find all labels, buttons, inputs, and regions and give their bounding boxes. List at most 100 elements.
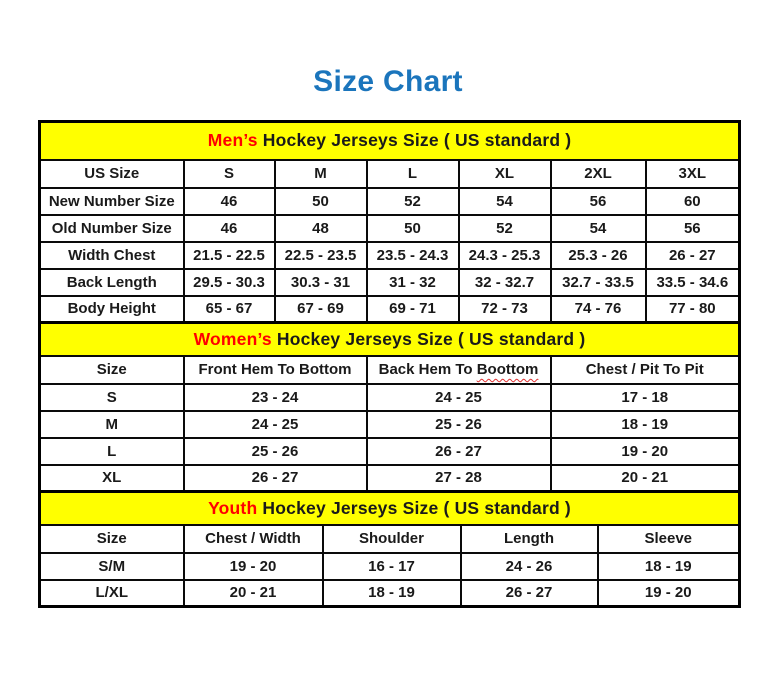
size-value-cell: 31 - 32: [365, 267, 460, 297]
size-value-cell: 21.5 - 22.5: [182, 240, 276, 270]
size-value-cell: 74 - 76: [549, 294, 647, 324]
mens-column-header-row: US Size S M L XL 2XL 3XL: [38, 158, 741, 189]
size-value-cell: 65 - 67: [182, 294, 276, 324]
size-value-cell: 52: [457, 213, 552, 243]
youth-section-header: Youth Hockey Jerseys Size ( US standard …: [38, 490, 741, 526]
size-value-cell: 77 - 80: [644, 294, 741, 324]
table-row: S 23 - 24 24 - 25 17 - 18: [38, 382, 741, 412]
size-value-cell: 67 - 69: [273, 294, 368, 324]
size-value-cell: 19 - 20: [182, 551, 324, 581]
size-value-cell: 60: [644, 186, 741, 216]
table-row: XL 26 - 27 27 - 28 20 - 21: [38, 463, 741, 493]
row-label: Back Length: [38, 267, 185, 297]
row-label: S/M: [38, 551, 185, 581]
size-value-cell: 46: [182, 186, 276, 216]
size-value-cell: 24 - 25: [182, 409, 368, 439]
size-value-cell: 26 - 27: [182, 463, 368, 493]
youth-size-table: Youth Hockey Jerseys Size ( US standard …: [38, 490, 742, 608]
column-header: Chest / Width: [182, 523, 324, 554]
size-value-cell: 24 - 26: [459, 551, 599, 581]
column-header: Size: [38, 354, 185, 385]
size-tables-container: Men’s Hockey Jerseys Size ( US standard …: [38, 120, 742, 608]
table-row: Width Chest 21.5 - 22.5 22.5 - 23.5 23.5…: [38, 240, 741, 270]
row-label: XL: [38, 463, 185, 493]
column-header: Shoulder: [321, 523, 462, 554]
size-value-cell: 24.3 - 25.3: [457, 240, 552, 270]
table-row: Back Length 29.5 - 30.3 30.3 - 31 31 - 3…: [38, 267, 741, 297]
size-value-cell: 16 - 17: [321, 551, 462, 581]
mens-section-title: Men’s Hockey Jerseys Size ( US standard …: [38, 120, 741, 161]
womens-size-table: Women’s Hockey Jerseys Size ( US standar…: [38, 321, 742, 493]
row-label: M: [38, 409, 185, 439]
womens-section-title: Women’s Hockey Jerseys Size ( US standar…: [38, 321, 741, 357]
size-value-cell: 52: [365, 186, 460, 216]
size-value-cell: 20 - 21: [549, 463, 741, 493]
size-value-cell: 32 - 32.7: [457, 267, 552, 297]
column-header: US Size: [38, 158, 185, 189]
column-header: Back Hem To Boottom: [365, 354, 552, 385]
column-header-text: Back Hem To: [378, 361, 477, 378]
size-value-cell: 25.3 - 26: [549, 240, 647, 270]
size-value-cell: 18 - 19: [596, 551, 741, 581]
size-value-cell: 50: [365, 213, 460, 243]
size-value-cell: 20 - 21: [182, 578, 324, 608]
mens-heading-text: Hockey Jerseys Size ( US standard ): [262, 130, 572, 151]
size-value-cell: 18 - 19: [321, 578, 462, 608]
mens-accent-label: Men’s: [207, 130, 258, 151]
womens-section-header: Women’s Hockey Jerseys Size ( US standar…: [38, 321, 741, 357]
size-value-cell: 27 - 28: [365, 463, 552, 493]
size-value-cell: 56: [644, 213, 741, 243]
table-row: Body Height 65 - 67 67 - 69 69 - 71 72 -…: [38, 294, 741, 324]
column-header: L: [365, 158, 460, 189]
size-value-cell: 19 - 20: [549, 436, 741, 466]
table-row: L 25 - 26 26 - 27 19 - 20: [38, 436, 741, 466]
table-row: S/M 19 - 20 16 - 17 24 - 26 18 - 19: [38, 551, 741, 581]
column-header: Front Hem To Bottom: [182, 354, 368, 385]
column-header: S: [182, 158, 276, 189]
row-label: Body Height: [38, 294, 185, 324]
mens-size-table: Men’s Hockey Jerseys Size ( US standard …: [38, 120, 742, 324]
size-value-cell: 26 - 27: [644, 240, 741, 270]
column-header: Sleeve: [596, 523, 741, 554]
row-label: L/XL: [38, 578, 185, 608]
size-value-cell: 24 - 25: [365, 382, 552, 412]
table-row: New Number Size 46 50 52 54 56 60: [38, 186, 741, 216]
youth-column-header-row: Size Chest / Width Shoulder Length Sleev…: [38, 523, 741, 554]
size-value-cell: 25 - 26: [182, 436, 368, 466]
size-value-cell: 32.7 - 33.5: [549, 267, 647, 297]
size-value-cell: 54: [549, 213, 647, 243]
size-value-cell: 17 - 18: [549, 382, 741, 412]
table-row: M 24 - 25 25 - 26 18 - 19: [38, 409, 741, 439]
size-value-cell: 69 - 71: [365, 294, 460, 324]
size-value-cell: 54: [457, 186, 552, 216]
column-header: Length: [459, 523, 599, 554]
size-value-cell: 23 - 24: [182, 382, 368, 412]
size-value-cell: 56: [549, 186, 647, 216]
womens-accent-label: Women’s: [193, 328, 272, 349]
youth-section-title: Youth Hockey Jerseys Size ( US standard …: [38, 490, 741, 526]
youth-accent-label: Youth: [208, 497, 258, 518]
row-label: S: [38, 382, 185, 412]
table-row: Old Number Size 46 48 50 52 54 56: [38, 213, 741, 243]
size-value-cell: 29.5 - 30.3: [182, 267, 276, 297]
row-label: Old Number Size: [38, 213, 185, 243]
size-value-cell: 18 - 19: [549, 409, 741, 439]
misspelled-word: Boottom: [476, 361, 539, 378]
column-header: Chest / Pit To Pit: [549, 354, 741, 385]
womens-heading-text: Hockey Jerseys Size ( US standard ): [276, 328, 586, 349]
size-value-cell: 33.5 - 34.6: [644, 267, 741, 297]
size-value-cell: 46: [182, 213, 276, 243]
size-value-cell: 26 - 27: [459, 578, 599, 608]
column-header: 2XL: [549, 158, 647, 189]
column-header: XL: [457, 158, 552, 189]
row-label: Width Chest: [38, 240, 185, 270]
size-value-cell: 50: [273, 186, 368, 216]
row-label: L: [38, 436, 185, 466]
column-header: 3XL: [644, 158, 741, 189]
size-value-cell: 25 - 26: [365, 409, 552, 439]
size-value-cell: 48: [273, 213, 368, 243]
column-header: M: [273, 158, 368, 189]
mens-section-header: Men’s Hockey Jerseys Size ( US standard …: [38, 120, 741, 161]
row-label: New Number Size: [38, 186, 185, 216]
